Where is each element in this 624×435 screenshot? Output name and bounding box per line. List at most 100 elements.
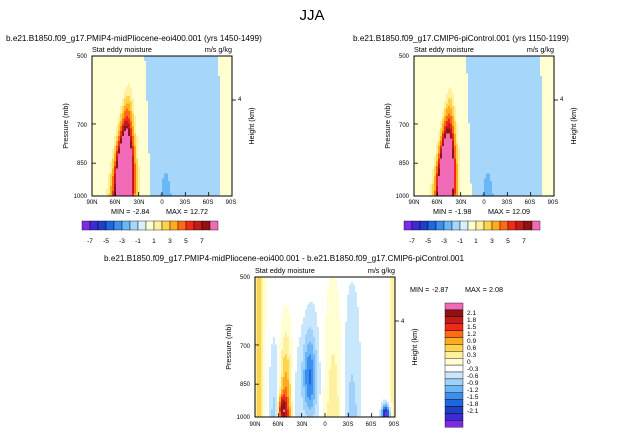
field-cell bbox=[196, 176, 199, 179]
field-cell bbox=[162, 186, 165, 189]
field-cell bbox=[102, 106, 105, 109]
field-cell bbox=[224, 166, 227, 169]
field-cell bbox=[224, 81, 227, 84]
field-cell bbox=[102, 58, 105, 62]
field-cell bbox=[96, 101, 99, 104]
field-cell bbox=[100, 88, 103, 92]
field-cell bbox=[160, 116, 163, 119]
field-cell bbox=[148, 136, 151, 139]
field-cell bbox=[198, 148, 201, 152]
field-cell bbox=[550, 78, 553, 82]
field-cell bbox=[106, 191, 109, 194]
field-cell bbox=[140, 146, 143, 149]
field-cell bbox=[136, 88, 139, 92]
field-cell bbox=[150, 93, 153, 97]
field-cell bbox=[178, 146, 181, 149]
field-cell bbox=[142, 156, 145, 159]
field-cell bbox=[140, 91, 143, 94]
field-cell bbox=[178, 96, 181, 99]
field-cell bbox=[462, 78, 465, 82]
field-cell bbox=[520, 86, 523, 89]
field-cell bbox=[228, 61, 231, 64]
field-cell bbox=[192, 56, 195, 59]
field-cell bbox=[468, 78, 471, 82]
field-cell bbox=[542, 78, 545, 82]
field-cell bbox=[216, 61, 219, 64]
field-cell bbox=[132, 193, 135, 197]
field-cell bbox=[444, 68, 447, 72]
field-cell bbox=[190, 156, 193, 159]
field-cell bbox=[474, 76, 477, 79]
field-cell bbox=[144, 143, 147, 147]
field-cell bbox=[450, 63, 453, 67]
field-cell bbox=[216, 116, 219, 119]
field-cell bbox=[224, 168, 227, 172]
field-cell bbox=[140, 123, 143, 127]
field-cell bbox=[126, 103, 129, 107]
field-cell bbox=[198, 133, 201, 137]
field-cell bbox=[512, 78, 515, 82]
field-cell bbox=[218, 161, 221, 164]
field-cell bbox=[106, 123, 109, 127]
field-cell bbox=[156, 163, 159, 167]
field-cell bbox=[140, 143, 143, 147]
field-cell bbox=[512, 83, 515, 87]
field-cell bbox=[156, 58, 159, 62]
field-cell bbox=[98, 141, 101, 144]
field-cell bbox=[214, 81, 217, 84]
field-cell bbox=[502, 68, 505, 72]
field-cell bbox=[122, 83, 125, 87]
field-cell bbox=[150, 146, 153, 149]
field-cell bbox=[220, 118, 223, 122]
field-cell bbox=[158, 108, 161, 112]
field-cell bbox=[176, 126, 179, 129]
field-cell bbox=[176, 131, 179, 134]
field-cell bbox=[120, 103, 123, 107]
field-cell bbox=[200, 81, 203, 84]
field-cell bbox=[418, 76, 421, 79]
field-cell bbox=[168, 176, 171, 179]
field-cell bbox=[492, 73, 495, 77]
field-cell bbox=[182, 128, 185, 132]
field-cell bbox=[198, 68, 201, 72]
field-cell bbox=[170, 128, 173, 132]
field-cell bbox=[112, 133, 115, 137]
field-cell bbox=[114, 161, 117, 164]
field-cell bbox=[108, 141, 111, 144]
field-cell bbox=[126, 63, 129, 67]
field-cell bbox=[138, 58, 141, 62]
field-cell bbox=[182, 143, 185, 147]
field-cell bbox=[124, 186, 127, 189]
field-cell bbox=[172, 123, 175, 127]
field-cell bbox=[196, 131, 199, 134]
field-cell bbox=[490, 76, 493, 79]
field-cell bbox=[216, 118, 219, 122]
field-cell bbox=[144, 63, 147, 67]
field-cell bbox=[228, 173, 231, 177]
field-cell bbox=[138, 56, 141, 59]
field-cell bbox=[100, 101, 103, 104]
field-cell bbox=[134, 138, 137, 142]
field-cell bbox=[524, 66, 527, 69]
field-cell bbox=[220, 143, 223, 147]
field-cell bbox=[440, 91, 443, 94]
field-cell bbox=[212, 161, 215, 164]
field-cell bbox=[194, 81, 197, 84]
field-cell bbox=[190, 83, 193, 87]
field-cell bbox=[228, 176, 231, 179]
field-cell bbox=[100, 168, 103, 172]
field-cell bbox=[202, 88, 205, 92]
field-cell bbox=[488, 68, 491, 72]
field-cell bbox=[162, 141, 165, 144]
field-cell bbox=[540, 78, 543, 82]
field-cell bbox=[202, 148, 205, 152]
field-cell bbox=[200, 148, 203, 152]
field-cell bbox=[420, 91, 423, 94]
field-cell bbox=[116, 143, 119, 147]
field-cell bbox=[206, 98, 209, 102]
field-cell bbox=[98, 128, 101, 132]
field-cell bbox=[208, 126, 211, 129]
field-cell bbox=[552, 61, 555, 64]
field-cell bbox=[206, 143, 209, 147]
field-cell bbox=[182, 153, 185, 157]
